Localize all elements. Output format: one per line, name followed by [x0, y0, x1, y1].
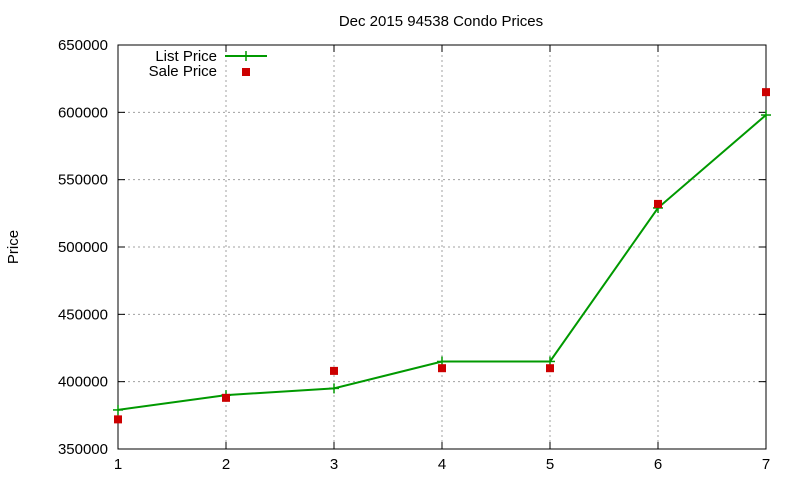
x-tick-label: 4: [438, 456, 446, 473]
y-tick-label: 500000: [58, 239, 108, 256]
x-tick-label: 7: [762, 456, 770, 473]
x-tick-label: 6: [654, 456, 662, 473]
sale-price-point: [654, 199, 662, 208]
y-tick-label: 550000: [58, 172, 108, 189]
sale-price-point: [546, 364, 554, 373]
y-tick-label: 600000: [58, 104, 108, 121]
sale-price-point: [438, 364, 446, 373]
x-tick-label: 2: [222, 456, 230, 473]
y-tick-label: 450000: [58, 306, 108, 323]
list-price-point: [329, 383, 339, 394]
y-tick-label: 350000: [58, 441, 108, 458]
x-tick-label: 1: [114, 456, 122, 473]
legend-marker-sale-price: [242, 68, 250, 76]
x-tick-label: 5: [546, 456, 554, 473]
y-tick-label: 650000: [58, 37, 108, 54]
axes: 1 2 3 4 5 6 7 350000 400000 450000 500000 550000 600…: [58, 37, 770, 473]
list-price-point: [113, 404, 123, 415]
legend-label-sale-price: Sale Price: [149, 63, 217, 80]
grid-lines: [118, 45, 766, 449]
series-layer: [113, 88, 771, 424]
list-price-point: [761, 110, 771, 121]
legend-label-list-price: List Price: [155, 48, 217, 65]
sale-price-point: [762, 88, 770, 97]
sale-price-point: [222, 393, 230, 402]
y-axis-label: Price: [5, 230, 22, 264]
y-tick-label: 400000: [58, 374, 108, 391]
chart-title: Dec 2015 94538 Condo Prices: [339, 13, 543, 30]
sale-price-point: [114, 415, 122, 424]
x-tick-label: 3: [330, 456, 338, 473]
sale-price-point: [330, 366, 338, 375]
